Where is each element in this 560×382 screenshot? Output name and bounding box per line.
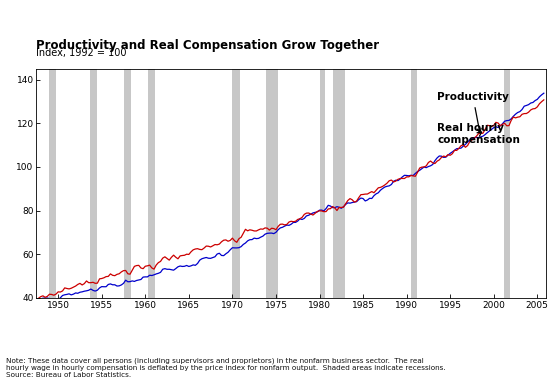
Text: Productivity: Productivity [437, 92, 509, 133]
Bar [320, 69, 325, 298]
Bar [267, 69, 278, 298]
Bar [333, 69, 345, 298]
Text: Real hourly
compensation: Real hourly compensation [437, 123, 520, 145]
Bar [231, 69, 240, 298]
Text: Note: These data cover all persons (including supervisors and proprietors) in th: Note: These data cover all persons (incl… [6, 358, 445, 378]
Bar [124, 69, 132, 298]
Text: Productivity and Real Compensation Grow Together: Productivity and Real Compensation Grow … [36, 39, 380, 52]
Bar [504, 69, 510, 298]
Bar [148, 69, 155, 298]
Bar [90, 69, 96, 298]
Bar [49, 69, 57, 298]
Text: Index, 1992 = 100: Index, 1992 = 100 [36, 49, 127, 58]
Bar [411, 69, 417, 298]
